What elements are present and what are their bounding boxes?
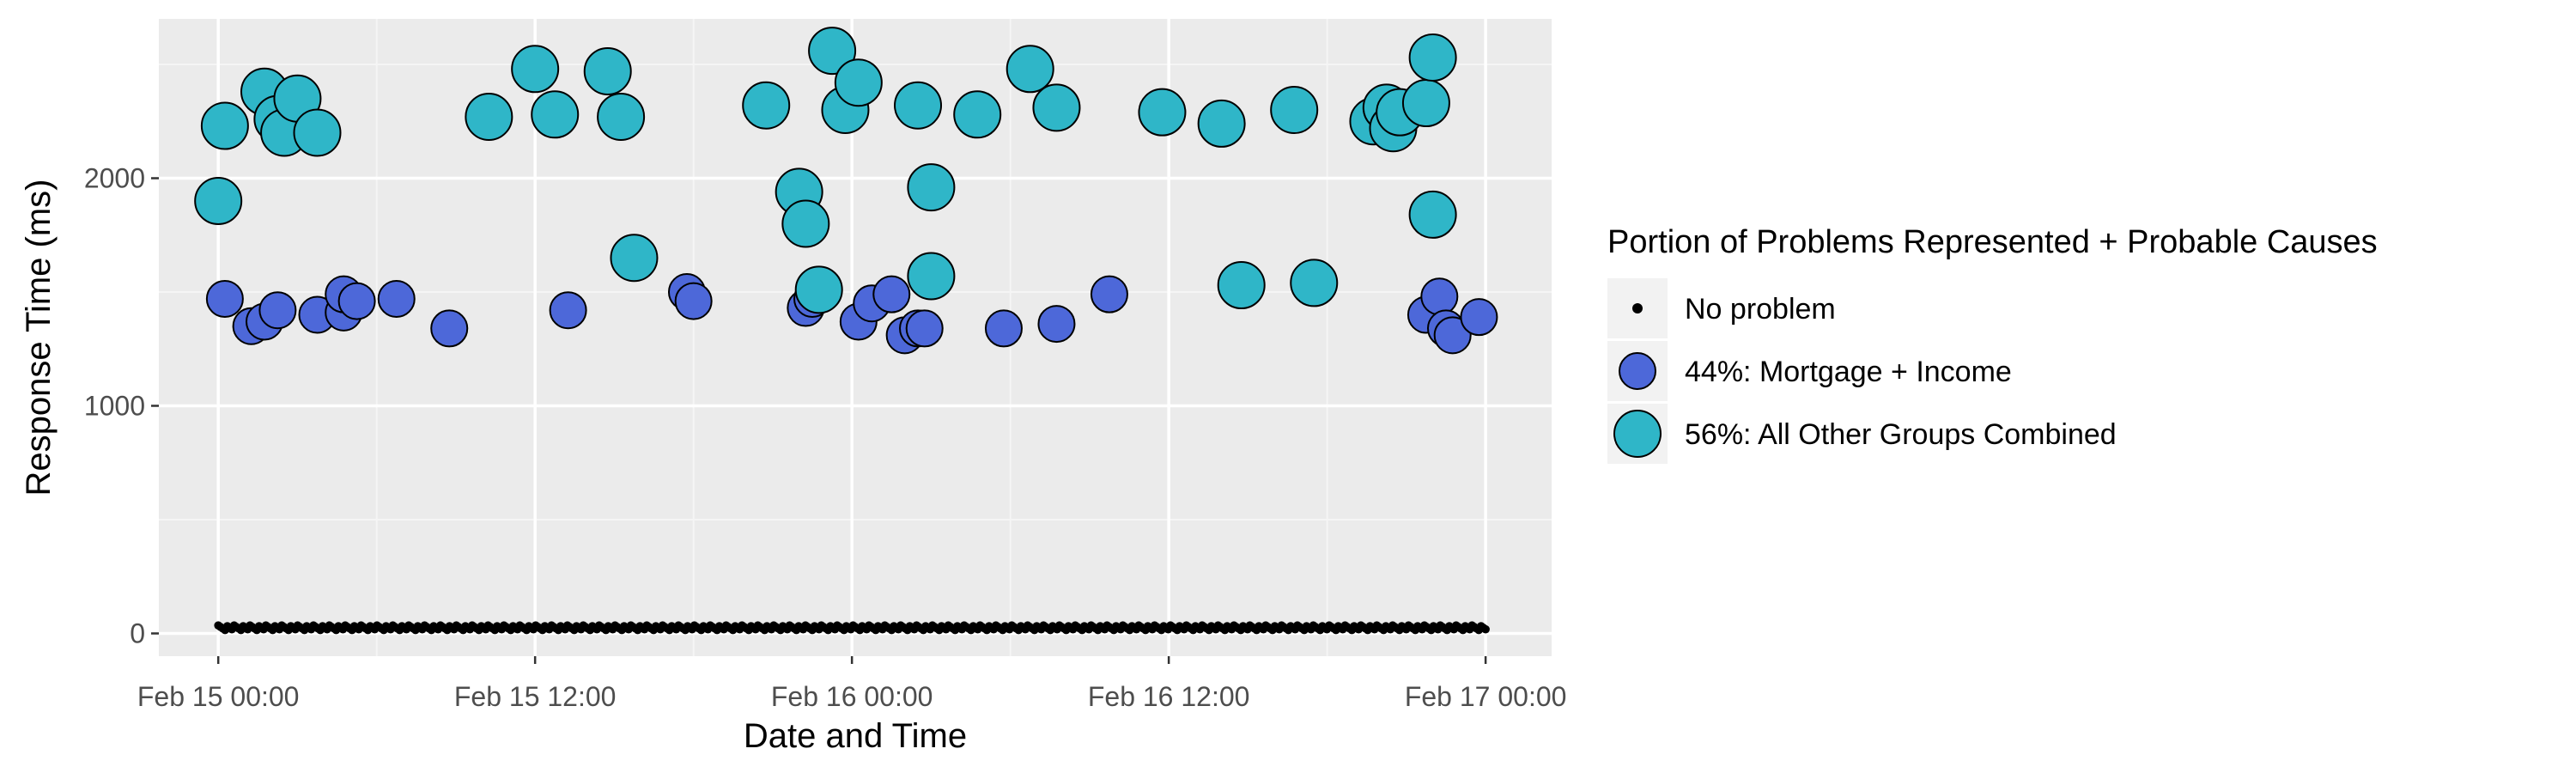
legend-key-mortgage-income (1619, 352, 1656, 390)
other-groups-point (1290, 259, 1339, 307)
mortgage-income-point (674, 282, 713, 320)
other-groups-point (742, 81, 791, 130)
other-groups-point (1217, 261, 1266, 310)
mortgage-income-point (1433, 316, 1472, 355)
other-groups-point (953, 90, 1002, 139)
y-tick-label: 1000 (84, 391, 145, 422)
x-tick-label: Feb 16 00:00 (771, 681, 933, 712)
no-problem-point (1481, 624, 1490, 634)
other-groups-point (583, 46, 632, 95)
other-groups-point (610, 234, 659, 283)
other-groups-point (781, 199, 830, 248)
mortgage-income-point (1460, 298, 1498, 337)
x-tick-label: Feb 17 00:00 (1405, 681, 1567, 712)
x-tick-label: Feb 16 12:00 (1088, 681, 1250, 712)
other-groups-point (1408, 33, 1457, 82)
mortgage-income-point (549, 291, 587, 330)
mortgage-income-point (984, 309, 1023, 348)
mortgage-income-point (205, 279, 244, 318)
other-groups-point (200, 101, 249, 150)
other-groups-point (794, 265, 843, 314)
legend-key-other-groups (1613, 410, 1662, 458)
plot-panel (159, 19, 1552, 656)
legend-title: Portion of Problems Represented + Probab… (1607, 224, 2378, 260)
other-groups-point (1197, 99, 1246, 148)
y-tick-label: 2000 (84, 163, 145, 194)
other-groups-point (531, 90, 580, 139)
other-groups-point (465, 92, 513, 141)
other-groups-point (1032, 83, 1081, 132)
mortgage-income-point (905, 309, 944, 348)
other-groups-point (194, 177, 243, 225)
other-groups-point (808, 27, 857, 76)
mortgage-income-point (337, 282, 376, 320)
other-groups-point (894, 81, 943, 130)
data-points (194, 27, 1498, 635)
legend-key-no-problem (1632, 303, 1643, 313)
other-groups-point (1408, 190, 1457, 239)
mortgage-income-point (430, 309, 469, 348)
other-groups-point (1270, 86, 1319, 134)
y-axis-title: Response Time (ms) (20, 180, 58, 496)
y-tick-label: 0 (130, 618, 145, 649)
other-groups-point (834, 58, 883, 107)
other-groups-point (1138, 88, 1187, 137)
x-axis-title: Date and Time (744, 717, 967, 755)
other-groups-point (1401, 79, 1450, 128)
other-groups-point (511, 45, 560, 94)
other-groups-point (907, 163, 956, 212)
mortgage-income-point (1090, 275, 1128, 313)
other-groups-point (597, 92, 646, 141)
mortgage-income-point (377, 279, 416, 318)
legend-label: 56%: All Other Groups Combined (1685, 418, 2117, 451)
mortgage-income-point (1037, 305, 1076, 344)
legend-label: No problem (1685, 293, 1836, 326)
other-groups-point (293, 108, 342, 157)
legend-items: No problem 44%: Mortgage + Income 56%: All… (1607, 278, 2117, 464)
legend-label: 44%: Mortgage + Income (1685, 356, 2012, 388)
mortgage-income-point (872, 275, 911, 313)
legend: Portion of Problems Represented + Probab… (1607, 224, 2378, 464)
other-groups-point (907, 252, 956, 301)
other-groups-point (1005, 45, 1054, 94)
x-tick-label: Feb 15 00:00 (137, 681, 300, 712)
mortgage-income-point (258, 291, 297, 330)
axes: Feb 15 00:00 Feb 15 12:00 Feb 16 00:00 Feb … (84, 163, 1567, 713)
mortgage-income-point (1420, 277, 1459, 316)
x-tick-label: Feb 15 12:00 (454, 681, 617, 712)
